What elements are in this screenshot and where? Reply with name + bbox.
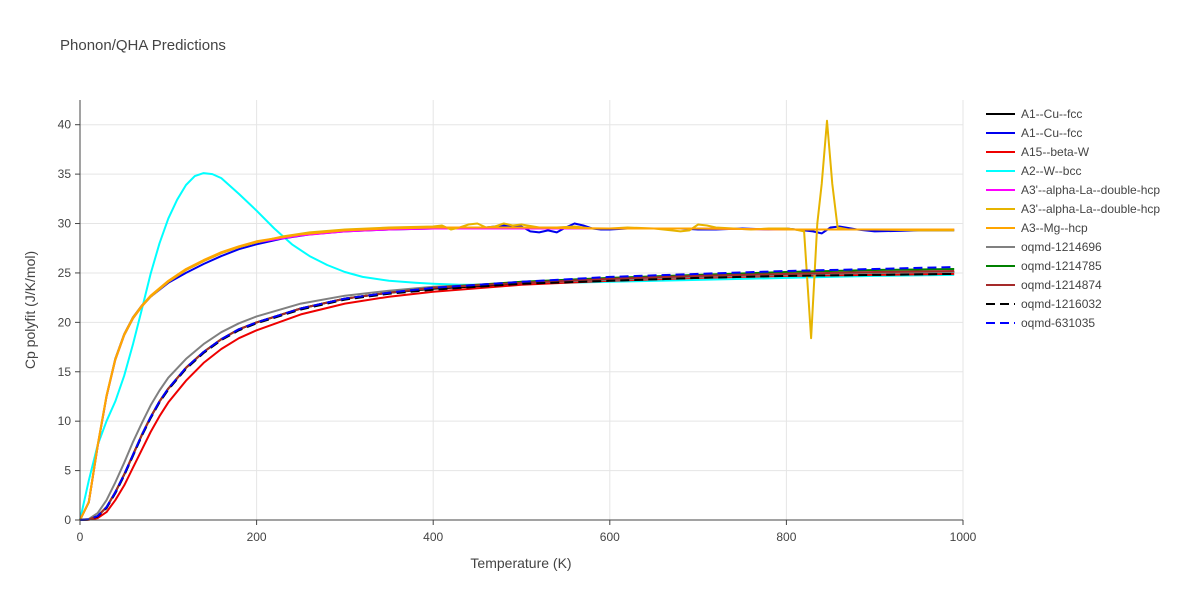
series-line-5 (79, 119, 955, 521)
series-line-8 (79, 268, 955, 521)
legend-item-3[interactable]: A2--W--bcc (986, 164, 1081, 178)
x-tick-label: 600 (600, 530, 620, 544)
legend-label: oqmd-1214696 (1021, 240, 1102, 254)
y-tick-label: 25 (58, 266, 72, 280)
legend-item-5[interactable]: A3'--alpha-La--double-hcp (986, 202, 1160, 216)
y-tick-label: 40 (58, 118, 72, 132)
y-tick-label: 30 (58, 217, 72, 231)
y-axis-title: Cp polyfit (J/K/mol) (22, 251, 38, 369)
legend-item-6[interactable]: A3--Mg--hcp (986, 221, 1088, 235)
legend-item-4[interactable]: A3'--alpha-La--double-hcp (986, 183, 1160, 197)
legend-item-1[interactable]: A1--Cu--fcc (986, 126, 1082, 140)
chart-title: Phonon/QHA Predictions (60, 37, 226, 54)
series-line-6 (79, 226, 955, 521)
legend-item-10[interactable]: oqmd-1216032 (986, 297, 1102, 311)
x-tick-label: 200 (247, 530, 267, 544)
legend-label: oqmd-1214874 (1021, 278, 1102, 292)
legend-item-7[interactable]: oqmd-1214696 (986, 240, 1102, 254)
x-tick-label: 0 (77, 530, 84, 544)
legend-label: A15--beta-W (1021, 145, 1090, 159)
legend-item-8[interactable]: oqmd-1214785 (986, 259, 1102, 273)
legend[interactable]: A1--Cu--fcc A1--Cu--fcc A15--beta-W A2--W--… (986, 107, 1160, 330)
legend-label: oqmd-631035 (1021, 316, 1095, 330)
legend-label: A2--W--bcc (1021, 164, 1081, 178)
series-line-7 (79, 271, 955, 521)
legend-item-0[interactable]: A1--Cu--fcc (986, 107, 1082, 121)
series-line-2 (79, 272, 955, 521)
y-tick-label: 15 (58, 365, 72, 379)
x-tick-label: 1000 (950, 530, 977, 544)
y-tick-label: 5 (64, 464, 71, 478)
legend-item-2[interactable]: A15--beta-W (986, 145, 1090, 159)
y-tick-label: 35 (58, 167, 72, 181)
legend-label: A1--Cu--fcc (1021, 126, 1082, 140)
series-line-0 (79, 271, 955, 521)
legend-label: A3--Mg--hcp (1021, 221, 1088, 235)
legend-label: oqmd-1216032 (1021, 297, 1102, 311)
x-tick-label: 800 (776, 530, 796, 544)
series-line-11 (79, 266, 955, 521)
y-tick-label: 0 (64, 513, 71, 527)
y-tick-label: 10 (58, 414, 72, 428)
y-tick-label: 20 (58, 315, 72, 329)
legend-item-9[interactable]: oqmd-1214874 (986, 278, 1102, 292)
series-lines (79, 119, 955, 521)
legend-item-11[interactable]: oqmd-631035 (986, 316, 1095, 330)
legend-label: oqmd-1214785 (1021, 259, 1102, 273)
series-line-9 (79, 270, 955, 521)
series-line-10 (79, 272, 955, 521)
tick-labels: 0 200 400 600 800 1000 0 5 10 15 20 25 30 35 40 (58, 118, 977, 544)
x-tick-label: 400 (423, 530, 443, 544)
x-axis-title: Temperature (K) (470, 555, 571, 571)
legend-label: A3'--alpha-La--double-hcp (1021, 183, 1160, 197)
legend-label: A3'--alpha-La--double-hcp (1021, 202, 1160, 216)
axes (75, 100, 964, 525)
legend-label: A1--Cu--fcc (1021, 107, 1082, 121)
